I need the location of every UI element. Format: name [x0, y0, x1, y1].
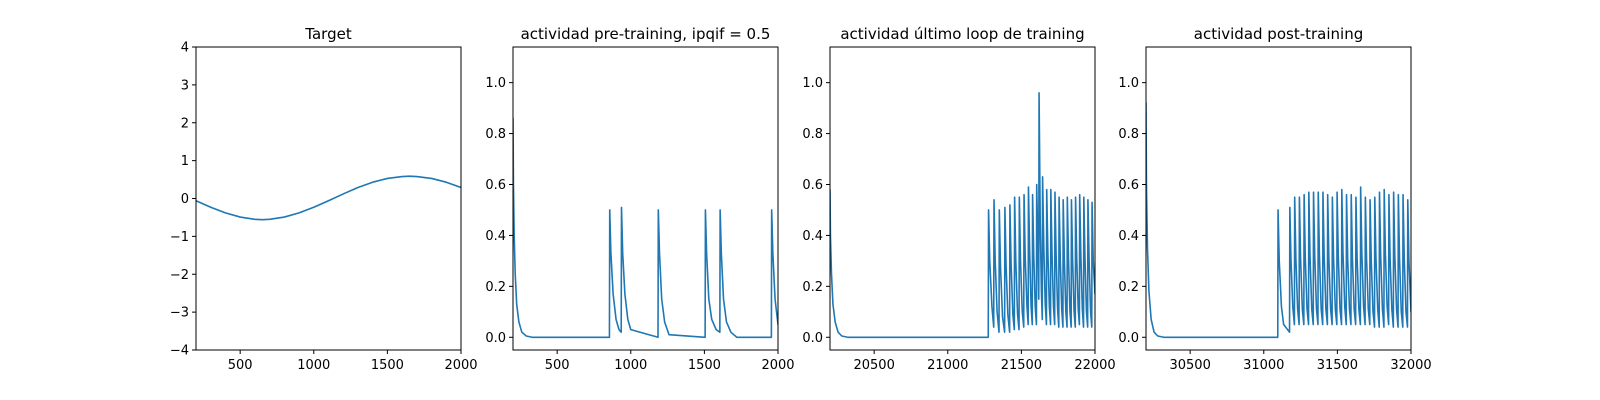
panel-title: Target: [304, 25, 352, 43]
y-tick-label: 2: [181, 116, 189, 131]
y-tick-label: 0: [181, 192, 189, 207]
y-tick-label: 0.6: [802, 178, 823, 193]
y-tick-label: 0.0: [1118, 331, 1139, 346]
y-tick-label: 0.2: [802, 280, 823, 295]
y-tick-label: 0.6: [485, 178, 506, 193]
panel-post-training: actividad post-training 30500 31000 31500 3…: [1118, 25, 1431, 373]
x-tick-label: 21500: [1001, 358, 1042, 373]
x-tick-label: 1000: [297, 358, 330, 373]
y-tick-label: 1.0: [802, 76, 823, 91]
series-line: [830, 92, 1095, 339]
x-tick-label: 31000: [1243, 358, 1284, 373]
y-tick-label: 0.6: [1118, 178, 1139, 193]
x-tick-label: 1500: [371, 358, 404, 373]
y-tick-label: −2: [170, 268, 189, 283]
y-tick-label: 1.0: [1118, 76, 1139, 91]
y-tick-label: 0.2: [1118, 280, 1139, 295]
y-tick-label: 3: [181, 78, 189, 93]
y-tick-label: 0.4: [1118, 229, 1139, 244]
y-tick-label: 0.4: [485, 229, 506, 244]
panel-title: actividad último loop de training: [840, 25, 1084, 43]
x-tick-label: 2000: [761, 358, 794, 373]
x-tick-label: 1000: [614, 358, 647, 373]
y-tick-label: 0.0: [802, 331, 823, 346]
series-line: [1146, 102, 1411, 339]
plot-frame: [512, 46, 779, 351]
x-tick-label: 500: [545, 358, 570, 373]
panel-pre-training: actividad pre-training, ipqif = 0.5 500 1…: [485, 25, 794, 373]
y-tick-label: 1.0: [485, 76, 506, 91]
y-tick-label: 4: [181, 41, 189, 56]
panel-title: actividad post-training: [1194, 25, 1363, 43]
x-tick-label: 22000: [1074, 358, 1115, 373]
x-tick-label: 20500: [853, 358, 894, 373]
plot-frame: [829, 46, 1096, 351]
y-tick-label: 0.8: [802, 127, 823, 142]
x-tick-label: 500: [228, 358, 253, 373]
x-tick-label: 32000: [1390, 358, 1431, 373]
y-tick-label: 0.8: [485, 127, 506, 142]
series-line: [196, 175, 461, 221]
panel-target: Target 500 1000 1500 2000 −4 −3 −2 −1 0 1 2 3 4: [170, 25, 478, 373]
y-tick-label: −1: [170, 230, 189, 245]
x-tick-label: 2000: [444, 358, 477, 373]
y-tick-label: 1: [181, 154, 189, 169]
x-tick-label: 1500: [688, 358, 721, 373]
x-tick-label: 30500: [1169, 358, 1210, 373]
x-tick-label: 21000: [927, 358, 968, 373]
y-tick-label: −3: [170, 306, 189, 321]
y-tick-label: 0.8: [1118, 127, 1139, 142]
series-line: [513, 117, 778, 339]
x-tick-label: 31500: [1317, 358, 1358, 373]
plot-frame: [1145, 46, 1412, 351]
y-tick-label: 0.4: [802, 229, 823, 244]
y-tick-label: 0.0: [485, 331, 506, 346]
y-tick-label: 0.2: [485, 280, 506, 295]
panel-title: actividad pre-training, ipqif = 0.5: [521, 25, 771, 43]
y-tick-label: −4: [170, 344, 189, 359]
panel-last-training-loop: actividad último loop de training 20500 2…: [802, 25, 1115, 373]
